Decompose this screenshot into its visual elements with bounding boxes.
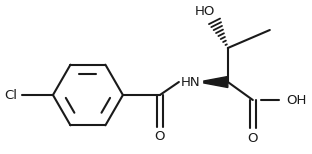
Text: Cl: Cl	[4, 89, 17, 101]
Text: OH: OH	[286, 93, 306, 107]
Text: O: O	[155, 130, 165, 144]
Polygon shape	[204, 77, 228, 87]
Text: HN: HN	[181, 75, 201, 89]
Text: HO: HO	[194, 4, 215, 18]
Text: O: O	[247, 132, 258, 144]
